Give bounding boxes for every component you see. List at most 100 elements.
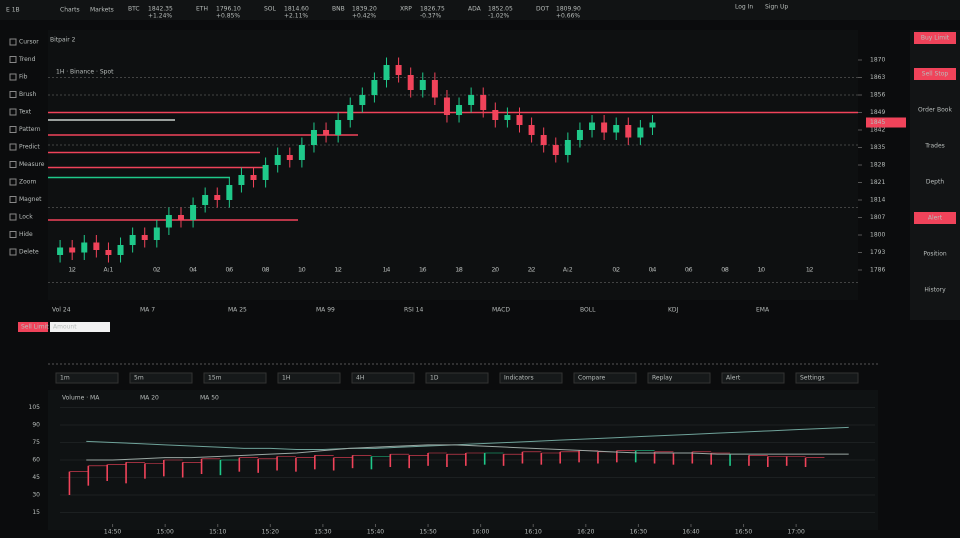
tool-icon[interactable] xyxy=(9,73,17,81)
chart-subtitle: 1H · Binance · Spot xyxy=(56,69,114,76)
y-tick-label: 1870 xyxy=(870,57,885,64)
ticker-name[interactable]: SOL xyxy=(264,6,277,13)
y-tick-label: 1800 xyxy=(870,232,885,239)
toolbar-button[interactable] xyxy=(129,372,193,384)
toolbar-button[interactable] xyxy=(203,372,267,384)
ticker-name[interactable]: ADA xyxy=(468,6,482,13)
tool-icon[interactable] xyxy=(9,38,17,46)
toolbar-label: Compare xyxy=(578,375,606,382)
ticker-price: 1809.90 xyxy=(556,6,581,13)
y-tick-label: 1814 xyxy=(870,197,885,204)
toolbar-button[interactable] xyxy=(277,372,341,384)
toolbar-button[interactable] xyxy=(795,372,859,384)
candle-body xyxy=(431,80,438,98)
toolbar-button[interactable] xyxy=(573,372,637,384)
tool-icon[interactable] xyxy=(9,248,17,256)
lower-x-label: 16:30 xyxy=(630,529,647,536)
toolbar-label: 1m xyxy=(60,375,70,382)
toolbar-button[interactable] xyxy=(55,372,119,384)
range-bar xyxy=(616,450,618,463)
ticker-price: 1842.35 xyxy=(148,6,173,13)
x-tick-label: 22 xyxy=(528,267,536,274)
ticker-name[interactable]: BNB xyxy=(332,6,345,13)
range-bar xyxy=(200,458,203,474)
toolbar-label: 5m xyxy=(134,375,144,382)
tool-icon[interactable] xyxy=(9,196,17,203)
tool-icon[interactable] xyxy=(9,108,17,116)
range-bar xyxy=(597,451,599,464)
range-bar xyxy=(540,453,543,465)
panel-button-label[interactable]: Trades xyxy=(924,143,945,150)
lower-x-label: 15:30 xyxy=(314,529,331,536)
lower-x-label: 16:00 xyxy=(472,529,489,536)
top-link[interactable]: Sign Up xyxy=(765,4,788,11)
candle-body xyxy=(407,75,414,90)
range-bar xyxy=(465,453,467,466)
ticker-price: 1839.20 xyxy=(352,6,377,13)
ticker-price: 1852.05 xyxy=(488,6,513,13)
panel-button-label[interactable]: Order Book xyxy=(918,107,952,114)
toolbar-button[interactable] xyxy=(721,372,785,384)
candle-body xyxy=(310,130,317,145)
candle-body xyxy=(81,242,88,253)
ticker-change: +0.66% xyxy=(556,13,580,20)
tool-icon[interactable] xyxy=(9,143,17,151)
tool-label: Lock xyxy=(19,214,33,221)
panel-button-label[interactable]: History xyxy=(924,287,946,294)
menu-item[interactable]: Charts xyxy=(60,7,80,14)
candle-body xyxy=(298,145,305,160)
indicator-label: Vol 24 xyxy=(52,307,71,314)
toolbar-button[interactable] xyxy=(425,372,489,384)
x-tick-label: 16 xyxy=(419,267,427,274)
tool-icon[interactable] xyxy=(9,126,17,133)
tool-label: Fib xyxy=(19,74,28,81)
toolbar-button[interactable] xyxy=(647,372,711,384)
indicator-label: EMA xyxy=(756,307,770,314)
x-tick-label: 12 xyxy=(68,267,76,274)
candle-body xyxy=(601,122,608,133)
tool-icon[interactable] xyxy=(9,213,17,221)
tool-label: Pattern xyxy=(19,126,41,133)
tool-icon[interactable] xyxy=(9,178,17,186)
panel-button[interactable] xyxy=(914,68,956,80)
candle-body xyxy=(57,247,64,255)
x-tick-label: 08 xyxy=(721,267,729,274)
indicator-label: BOLL xyxy=(580,307,596,314)
panel-button-label[interactable]: Depth xyxy=(926,179,944,186)
ticker-name[interactable]: DOT xyxy=(536,6,549,13)
brand[interactable]: E 1B xyxy=(6,7,20,14)
toolbar-label: Replay xyxy=(652,375,673,382)
candle-body xyxy=(250,175,257,180)
candle-body xyxy=(226,185,233,200)
tool-icon[interactable] xyxy=(9,91,17,98)
range-bar xyxy=(672,453,675,465)
ticker-name[interactable]: ETH xyxy=(196,6,208,13)
y-tick-label: 1786 xyxy=(870,267,885,274)
tool-icon[interactable] xyxy=(9,161,17,168)
candle-body xyxy=(649,122,656,128)
tool-icon[interactable] xyxy=(9,231,17,238)
ticker-name[interactable]: XRP xyxy=(400,6,412,13)
range-bar xyxy=(691,451,694,464)
panel-button-label: Sell Stop xyxy=(922,71,949,78)
x-tick-label: A 2 xyxy=(563,267,573,274)
toolbar-button[interactable] xyxy=(351,372,415,384)
ticker-price: 1796.10 xyxy=(216,6,241,13)
lower-x-label: 16:50 xyxy=(735,529,752,536)
ticker-name[interactable]: BTC xyxy=(128,6,140,13)
lower-x-label: 14:50 xyxy=(104,529,121,536)
panel-button[interactable] xyxy=(914,32,956,44)
panel-button[interactable] xyxy=(914,212,956,224)
menu-item[interactable]: Markets xyxy=(90,7,114,14)
tool-icon[interactable] xyxy=(9,56,17,63)
top-link[interactable]: Log In xyxy=(735,4,753,11)
sell-button[interactable] xyxy=(18,322,48,332)
panel-button-label[interactable]: Position xyxy=(923,251,947,258)
topbar xyxy=(0,0,960,20)
range-bar xyxy=(87,465,90,486)
amount-placeholder: Amount xyxy=(53,324,77,331)
amount-input[interactable] xyxy=(50,322,110,332)
candle-body xyxy=(552,145,559,155)
toolbar-button[interactable] xyxy=(499,372,563,384)
sell-button-label: Sell Limit xyxy=(21,324,49,331)
